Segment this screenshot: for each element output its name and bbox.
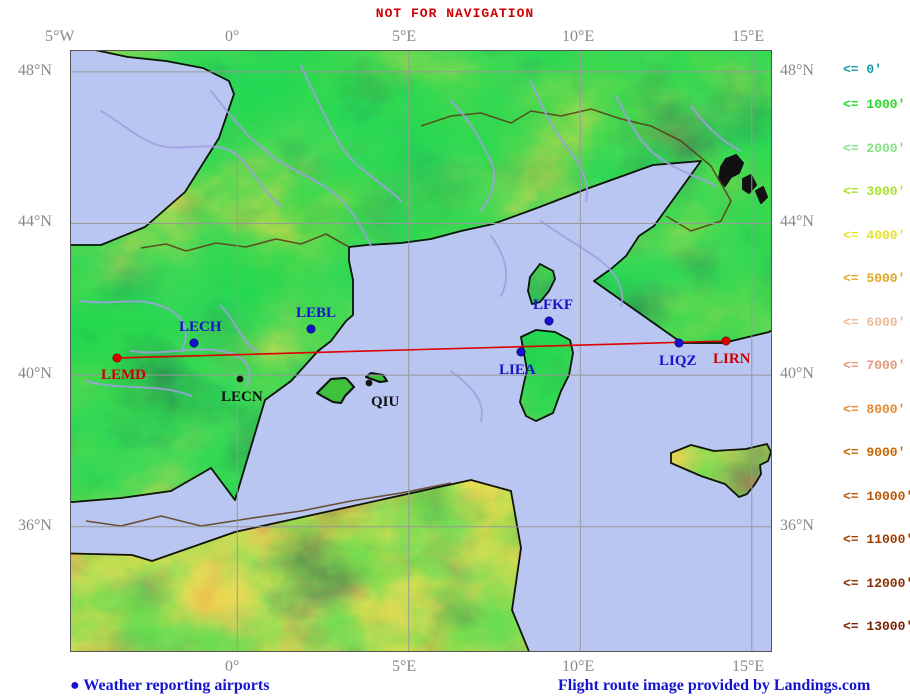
svg-text:LIQZ: LIQZ: [659, 353, 697, 369]
svg-text:QIU: QIU: [371, 394, 400, 410]
svg-text:LIRN: LIRN: [713, 351, 751, 367]
svg-text:LECN: LECN: [221, 389, 263, 405]
svg-text:LIEA: LIEA: [499, 362, 536, 378]
svg-text:LFKF: LFKF: [533, 297, 573, 313]
svg-text:LEMD: LEMD: [101, 367, 146, 383]
svg-text:LEBL: LEBL: [296, 305, 336, 321]
svg-text:LECH: LECH: [179, 319, 222, 335]
